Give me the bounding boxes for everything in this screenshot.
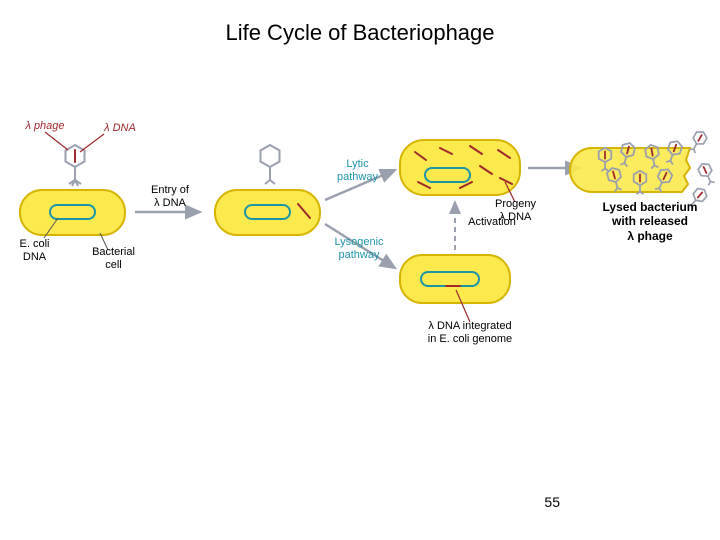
label-integrated: λ DNA integratedin E. coli genome [410,320,530,346]
stage-1-initial [20,132,125,250]
label-lysogenic: Lysogenicpathway [328,236,390,262]
page-number: 55 [544,494,560,510]
label-progeny: Progenyλ DNA [488,198,543,224]
label-lambda-dna: λ DNA [100,122,140,135]
stage-4-lysed [570,129,717,210]
stage-2-entry [215,145,320,235]
label-lambda-phage: λ phage [20,120,70,133]
label-ecoli-dna: E. coliDNA [12,238,57,264]
diagram-title: Life Cycle of Bacteriophage [0,20,720,46]
stage-3a-lytic [400,140,520,202]
stage-3b-lysogenic [400,255,510,322]
label-lysed: Lysed bacteriumwith releasedλ phage [585,200,715,243]
label-bacterial-cell: Bacterialcell [86,246,141,272]
label-entry: Entry ofλ DNA [140,184,200,210]
label-lytic: Lyticpathway [330,158,385,184]
